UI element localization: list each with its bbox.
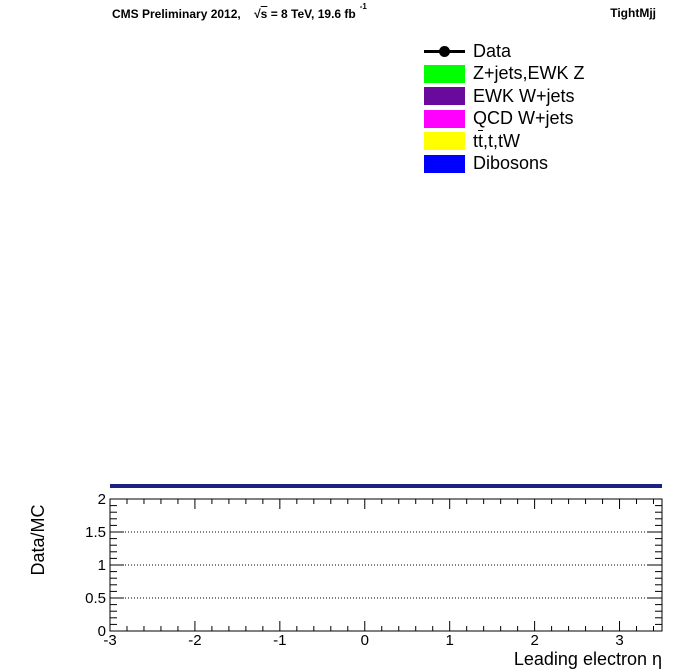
x-tick-label: -1	[273, 632, 286, 649]
legend-swatch	[424, 132, 465, 151]
legend-label: Data	[473, 40, 512, 61]
legend-item-zjets: Z+jets,EWK Z	[424, 63, 585, 86]
legend-label: tt,t,tW	[473, 130, 521, 151]
legend-swatch	[424, 109, 465, 128]
y-tick-label: 1.5	[85, 524, 106, 541]
plot-header: CMS Preliminary 2012, √s = 8 TeV, 19.6 f…	[112, 2, 367, 21]
legend-label: Z+jets,EWK Z	[473, 63, 585, 84]
legend-swatch	[424, 64, 465, 83]
grid-lines	[110, 531, 662, 599]
y-tick-label: 0.5	[85, 590, 106, 607]
header-exponent: -1	[359, 2, 367, 11]
header-prefix: CMS Preliminary 2012,	[112, 7, 241, 21]
y-axis: 0 0.5 1 1.5 2	[85, 491, 662, 640]
x-tick-label: 2	[530, 632, 538, 649]
legend-label: EWK W+jets	[473, 85, 575, 106]
legend-swatch	[424, 87, 465, 106]
legend-item-data: Data	[424, 40, 585, 63]
legend-label: QCD W+jets	[473, 108, 574, 129]
legend: Data Z+jets,EWK Z EWK W+jets QCD W+jets …	[424, 40, 585, 175]
legend-item-top: tt,t,tW	[424, 130, 585, 153]
y-tick-label: 2	[98, 491, 106, 508]
legend-label: Dibosons	[473, 153, 549, 174]
legend-swatch	[424, 154, 465, 173]
data-marker-icon	[424, 42, 465, 60]
x-tick-label: -3	[103, 632, 116, 649]
header-energy: = 8 TeV, 19.6 fb	[267, 7, 356, 21]
y-tick-label: 1	[98, 557, 106, 574]
x-tick-label: 3	[615, 632, 623, 649]
x-tick-label: 1	[446, 632, 454, 649]
x-tick-label: -2	[188, 632, 201, 649]
selection-label: TightMjj	[610, 6, 656, 20]
legend-item-qcd-wjets: QCD W+jets	[424, 108, 585, 131]
legend-item-dibosons: Dibosons	[424, 153, 585, 176]
x-tick-label: 0	[361, 632, 369, 649]
y-axis-label: Data/MC	[28, 504, 48, 575]
header-s: s	[260, 7, 268, 21]
legend-item-ewk-wjets: EWK W+jets	[424, 85, 585, 108]
x-axis: -3 -2 -1 0 1 2 3	[103, 499, 655, 649]
y-tick-label: 0	[98, 623, 106, 640]
x-axis-label: Leading electron η	[514, 649, 662, 669]
sqrt-symbol: √	[254, 7, 261, 21]
